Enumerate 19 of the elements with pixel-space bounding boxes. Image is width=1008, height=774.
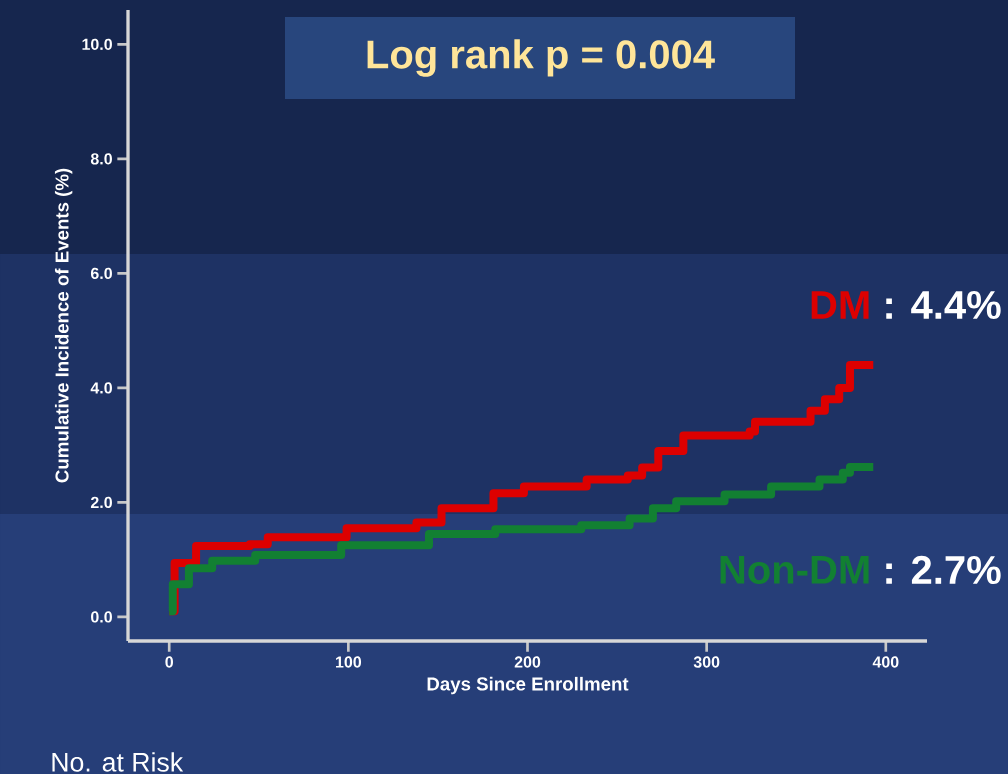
annotation: : 4.4% — [886, 290, 1001, 320]
x-tick-label: 200 — [514, 656, 541, 668]
x-tick-label: 0 — [165, 656, 173, 668]
y-tick-label: 10.0 — [82, 38, 112, 50]
x-tick-label: 300 — [693, 656, 720, 668]
series-label: Non-DM — [720, 556, 869, 584]
x-tick-label: 400 — [872, 656, 899, 668]
x-tick-label: 100 — [336, 656, 362, 668]
annotation: : 2.7% — [886, 555, 1001, 585]
y-tick-label: 2.0 — [90, 496, 112, 509]
y-tick-label: 4.0 — [90, 382, 112, 394]
y-tick-label: 8.0 — [90, 153, 112, 165]
y-tick-label: 6.0 — [90, 267, 112, 280]
x-axis-title: Days Since Enrollment — [427, 676, 629, 695]
text: No. at Risk — [52, 752, 184, 772]
text: Log rank p = 0.004 — [367, 39, 715, 77]
y-tick-label: 0.0 — [91, 611, 112, 623]
y-axis-title: Cumulative Incidence of Events (%) — [54, 168, 73, 483]
series-label: DM — [811, 291, 869, 319]
